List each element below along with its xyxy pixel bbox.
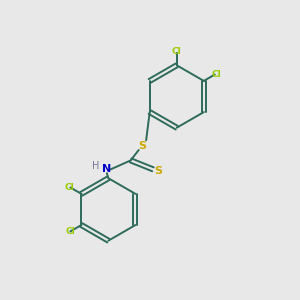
Text: Cl: Cl: [172, 47, 182, 56]
Text: S: S: [139, 140, 147, 151]
Text: H: H: [92, 161, 99, 171]
Text: N: N: [102, 164, 112, 174]
Text: Cl: Cl: [211, 70, 221, 79]
Text: Cl: Cl: [64, 183, 74, 192]
Text: Cl: Cl: [66, 227, 75, 236]
Text: S: S: [154, 166, 162, 176]
